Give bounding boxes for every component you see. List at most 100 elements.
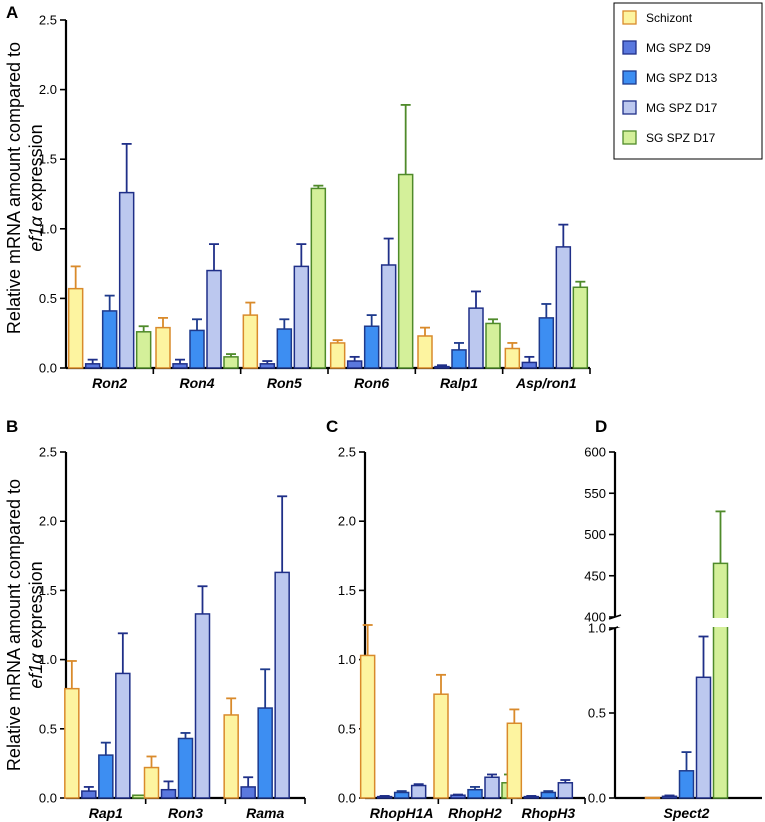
panel-c-x-label-rhoph2: RhopH2: [448, 805, 502, 821]
bar-panel-a-ron4-mg-spz-d17: [206, 269, 222, 369]
bar-panel-a-ron2-sg-spz-d17: [135, 331, 152, 369]
bar-panel-b-rama-mg-spz-d17: [274, 571, 290, 799]
legend-swatch-mg-spz-d13: [622, 70, 637, 85]
bar-panel-a-ralp1-sg-spz-d17: [485, 322, 501, 369]
bar-panel-a-ron6-schizont: [329, 342, 346, 369]
legend-label-mg-spz-d9: MG SPZ D9: [646, 41, 711, 55]
panel-a-x-label-ron4: Ron4: [180, 375, 215, 391]
panel-a-y-tick-label-0-0: 0.0: [39, 361, 57, 376]
panel-c-x-label-rhoph3: RhopH3: [521, 805, 575, 821]
bar-panel-b-ron3-mg-spz-d13: [177, 737, 194, 799]
panel-d-break-gap: [618, 618, 762, 627]
bar-panel-a-ron2-mg-spz-d9: [84, 363, 101, 369]
bar-panel-c-rhoph2-mg-spz-d17: [484, 776, 500, 799]
panel-a-x-label-ron2: Ron2: [92, 375, 127, 391]
legend-swatch-schizont: [622, 10, 637, 25]
panel-c-y-tick-label-1-0: 1.0: [338, 652, 356, 667]
bar-panel-a-asp-ron1-mg-spz-d17: [555, 246, 572, 369]
bar-panel-b-rap1-mg-spz-d13: [98, 754, 114, 799]
bar-panel-a-ron6-sg-spz-d17: [397, 173, 414, 369]
panel-b-y-tick-label-0-5: 0.5: [39, 721, 57, 736]
legend-label-sg-spz-d17: SG SPZ D17: [646, 131, 716, 145]
bar-panel-d-spect2-mg-spz-d9: [661, 795, 678, 799]
bar-panel-a-ralp1-mg-spz-d13: [451, 349, 467, 369]
bar-panel-a-ron5-mg-spz-d17: [293, 265, 310, 369]
y-axis-title-top-line2: ef1α expression: [26, 124, 46, 251]
bar-panel-a-ron5-mg-spz-d13: [276, 328, 293, 369]
bar-panel-a-ron6-mg-spz-d9: [346, 360, 363, 369]
panel-a-y-tick-label-2-5: 2.5: [39, 13, 57, 28]
panel-b-x-label-rap1: Rap1: [89, 805, 123, 821]
bar-panel-a-ron2-mg-spz-d13: [101, 310, 118, 369]
panel-a-x-label-asp-ron1: Asp/ron1: [515, 375, 577, 391]
legend: Schizont MG SPZ D9 MG SPZ D13 MG SPZ D17 SG …: [622, 10, 718, 145]
panel-b-y-tick-label-2-5: 2.5: [39, 445, 57, 460]
bar-panel-c-rhoph1a-mg-spz-d17: [410, 784, 427, 799]
panel-b-y-tick-label-1-0: 1.0: [39, 652, 57, 667]
y-axis-title-bottom-suffix: expression: [26, 561, 46, 653]
bar-panel-a-ron2-mg-spz-d17: [118, 191, 135, 369]
y-axis-title-bottom-gene: ef1α: [26, 653, 46, 689]
panel-d-y-tick-label-upper-450: 450: [584, 568, 606, 583]
plots: 0.0 0.5 1.0 1.5 2.0 2.5 Ron2 Ron4 Ron5 Ron6 Ralp1 A…: [39, 13, 762, 821]
panel-d-y-tick-label-upper-550: 550: [584, 486, 606, 501]
panel-label-c: C: [326, 417, 338, 436]
panel-a-x-label-ron5: Ron5: [267, 375, 302, 391]
panel-b-x-label-ron3: Ron3: [168, 805, 203, 821]
panel-a-y-tick-label-1-0: 1.0: [39, 221, 57, 236]
bar-panel-a-ralp1-mg-spz-d9: [434, 365, 450, 369]
bar-panel-b-rama-mg-spz-d13: [257, 707, 273, 799]
bar-panel-b-rap1-mg-spz-d9: [81, 790, 97, 799]
bar-panel-c-rhoph2-mg-spz-d9: [450, 794, 466, 799]
bar-panel-b-ron3-mg-spz-d17: [194, 613, 211, 799]
y-axis-title-bottom-line2: ef1α expression: [26, 561, 46, 688]
legend-swatch-mg-spz-d17: [622, 100, 637, 115]
panel-b-y-tick-label-0-0: 0.0: [39, 791, 57, 806]
legend-label-schizont: Schizont: [646, 11, 693, 25]
bar-panel-d-spect2-schizont: [644, 796, 661, 800]
panel-b-y-tick-label-1-5: 1.5: [39, 583, 57, 598]
bar-panel-a-ron6-mg-spz-d17: [380, 264, 397, 369]
bar-panel-a-ron4-schizont: [155, 326, 171, 369]
bar-panel-b-rap1-mg-spz-d17: [115, 672, 131, 799]
bar-panel-a-ron2-schizont: [67, 287, 84, 369]
bar-panel-a-ralp1-schizont: [417, 335, 433, 369]
panel-c-y-tick-label-0-0: 0.0: [338, 791, 356, 806]
y-axis-title-top-suffix: expression: [26, 124, 46, 216]
panel-d-y-tick-label-upper-600: 600: [584, 445, 606, 460]
bar-panel-a-asp-ron1-mg-spz-d13: [538, 317, 555, 369]
bar-panel-a-ron4-mg-spz-d9: [172, 363, 188, 369]
panel-label-b: B: [6, 417, 18, 436]
panel-a-y-tick-label-1-5: 1.5: [39, 152, 57, 167]
bar-panel-c-rhoph3-mg-spz-d17: [557, 782, 574, 799]
panel-c-y-tick-label-0-5: 0.5: [338, 721, 356, 736]
bar-panel-b-rap1-schizont: [64, 687, 80, 799]
panel-d-y-tick-label-upper-500: 500: [584, 527, 606, 542]
bar-panel-a-ron4-mg-spz-d13: [189, 329, 205, 369]
bar-panel-a-asp-ron1-mg-spz-d9: [521, 361, 538, 369]
panel-d-y-tick-label-lower-0-5: 0.5: [588, 706, 606, 721]
bar-panel-a-asp-ron1-schizont: [504, 347, 521, 369]
bar-panel-a-ron5-sg-spz-d17: [310, 187, 327, 369]
bar-panel-b-rama-schizont: [223, 714, 239, 799]
bar-panel-c-rhoph3-mg-spz-d13: [540, 791, 557, 799]
panel-d-x-label-spect2: Spect2: [664, 805, 710, 821]
bar-panel-c-rhoph2-mg-spz-d13: [467, 788, 483, 799]
panel-a-x-label-ralp1: Ralp1: [440, 375, 478, 391]
panel-c-y-tick-label-2-5: 2.5: [338, 445, 356, 460]
panel-label-a: A: [6, 3, 18, 22]
panel-d-y-tick-label-lower-0-0: 0.0: [588, 791, 606, 806]
bar-panel-d-spect2-sg-spz-d17: [712, 562, 729, 799]
y-axis-title-bottom-line1: Relative mRNA amount compared to: [4, 479, 24, 771]
bar-panel-c-rhoph2-schizont: [433, 693, 449, 799]
bar-panel-a-ralp1-mg-spz-d17: [468, 307, 484, 369]
legend-label-mg-spz-d13: MG SPZ D13: [646, 71, 718, 85]
bar-panel-b-rama-mg-spz-d9: [240, 786, 256, 799]
bar-panel-c-rhoph1a-mg-spz-d13: [393, 791, 410, 799]
bar-panel-a-ron5-schizont: [242, 314, 259, 369]
legend-box: [613, 2, 763, 160]
bar-panel-d-spect2-mg-spz-d13: [678, 770, 695, 799]
bar-panel-c-rhoph1a-schizont: [359, 654, 376, 799]
panel-a-y-tick-label-2-0: 2.0: [39, 82, 57, 97]
